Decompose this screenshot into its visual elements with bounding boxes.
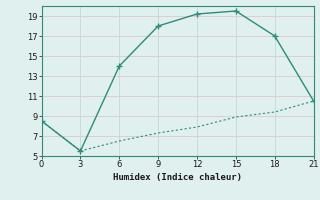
X-axis label: Humidex (Indice chaleur): Humidex (Indice chaleur) (113, 173, 242, 182)
